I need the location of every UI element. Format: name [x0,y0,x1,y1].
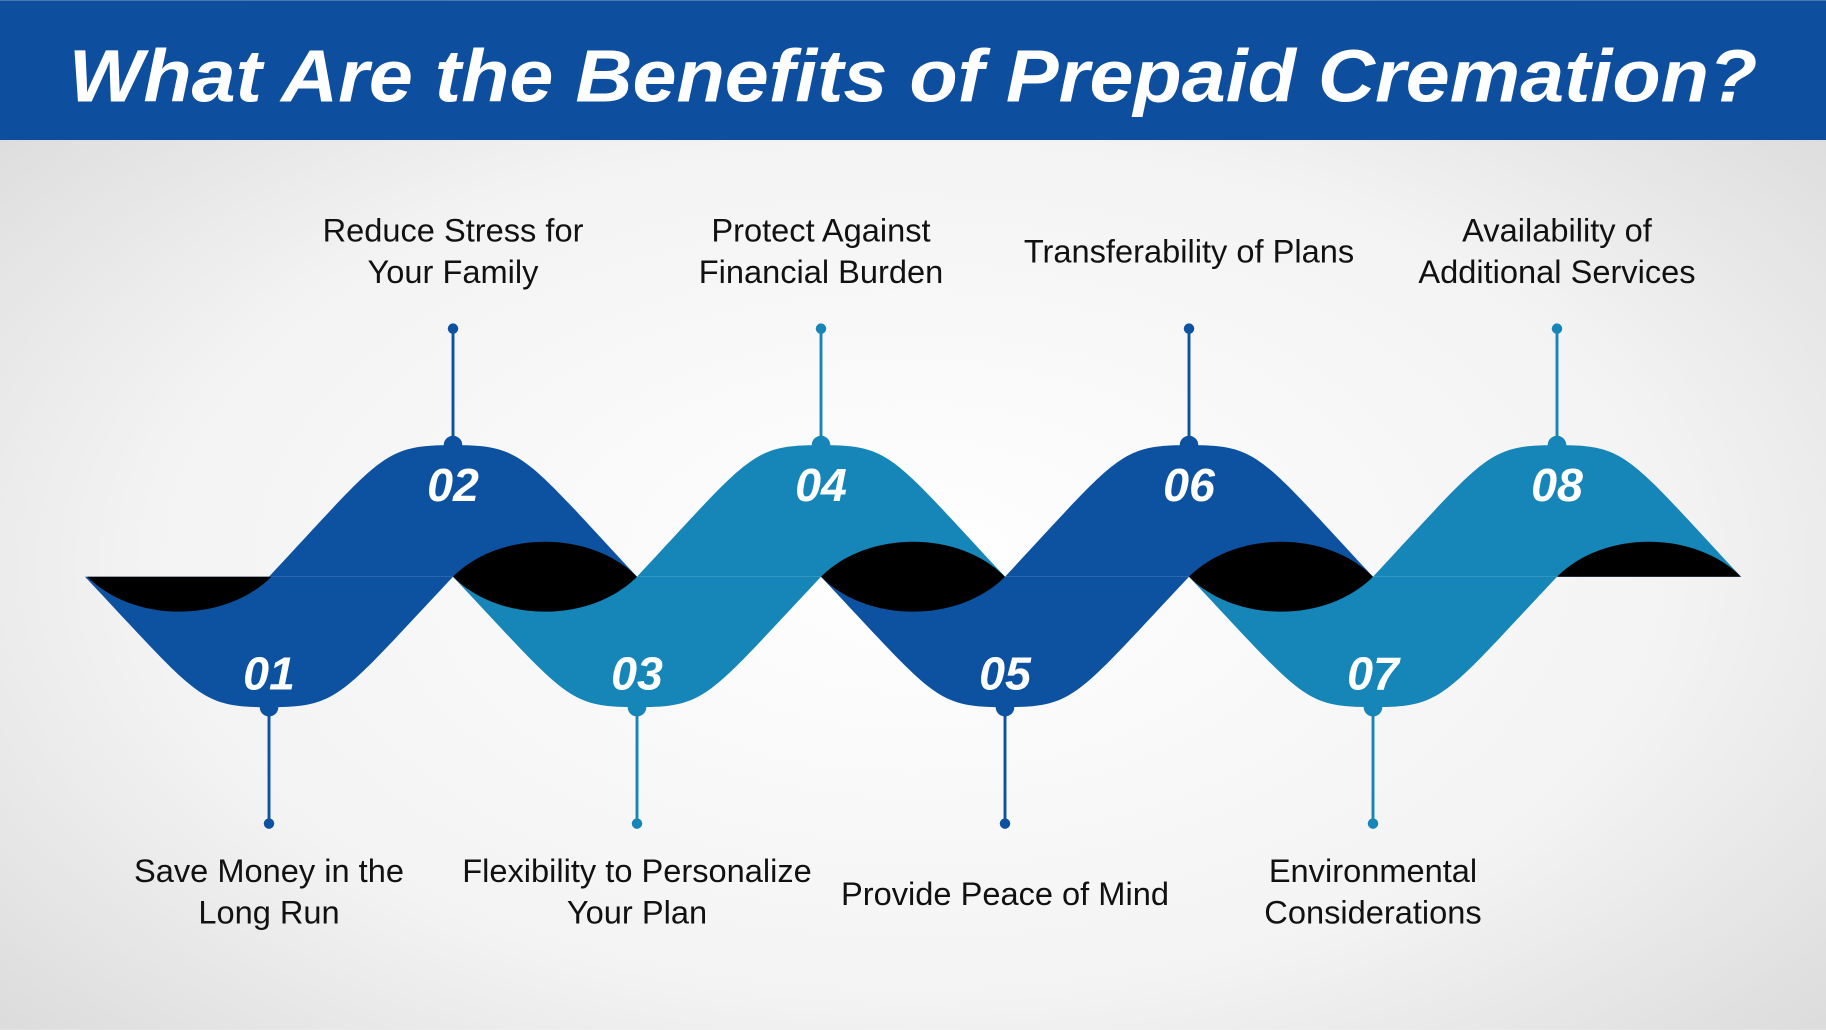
step-07: 07 Environmental Considerations [1264,648,1481,931]
step-01: 01 Save Money in the Long Run [134,648,404,931]
step-06: 06 Transferability of Plans [1024,232,1354,511]
connector-dot [447,323,459,334]
fold-right [1556,541,1741,577]
connector-dot [999,818,1011,829]
connector-knob [1363,697,1383,717]
step-08: 08 Availability of Additional Services [1418,211,1695,511]
ribbon-folds [87,541,1741,612]
connector-dot [815,323,827,334]
step-03: 03 Flexibility to Personalize Your Plan [462,648,812,931]
connector-dot [263,818,275,829]
step-number: 03 [611,648,663,700]
connector-dot [1183,323,1195,334]
step-number: 07 [1347,648,1401,700]
step-05: 05 Provide Peace of Mind [841,648,1169,912]
step-markers: 01 Save Money in the Long Run 02 Reduce Stre… [134,211,1696,930]
fold-2 [821,541,1005,612]
step-number: 05 [979,648,1032,700]
step-label: Save Money in the [134,852,404,889]
step-label: Reduce Stress for [323,211,584,248]
connector-dot [1551,323,1563,334]
step-label: Protect Against [711,211,930,248]
step-04: 04 Protect Against Financial Burden [699,211,944,511]
step-number: 06 [1163,459,1216,511]
step-label: Transferability of Plans [1024,232,1354,269]
step-02: 02 Reduce Stress for Your Family [323,211,584,511]
step-label: Availability of [1462,211,1653,248]
step-label: Your Plan [567,894,707,931]
step-label: Long Run [198,894,339,931]
connector-knob [995,697,1015,717]
step-label: Considerations [1264,894,1481,931]
page-title: What Are the Benefits of Prepaid Cremati… [69,35,1758,118]
step-number: 08 [1531,459,1583,511]
connector-dot [1367,818,1379,829]
step-label: Your Family [368,253,540,290]
header-bar [0,0,1826,141]
step-label: Financial Burden [699,253,944,290]
connector-knob [1547,435,1567,455]
fold-left [87,576,272,612]
step-number: 04 [795,459,847,511]
fold-1 [453,541,638,612]
step-label: Flexibility to Personalize [462,852,812,889]
connector-knob [627,697,647,717]
step-label: Provide Peace of Mind [841,875,1169,912]
step-number: 02 [427,459,479,511]
step-label: Additional Services [1418,253,1695,290]
step-label: Environmental [1269,852,1477,889]
step-number: 01 [243,648,295,700]
connector-knob [259,697,279,717]
connector-dot [631,818,643,829]
connector-knob [811,435,831,455]
fold-3 [1188,541,1373,612]
connector-knob [1179,435,1199,455]
connector-knob [443,435,463,455]
